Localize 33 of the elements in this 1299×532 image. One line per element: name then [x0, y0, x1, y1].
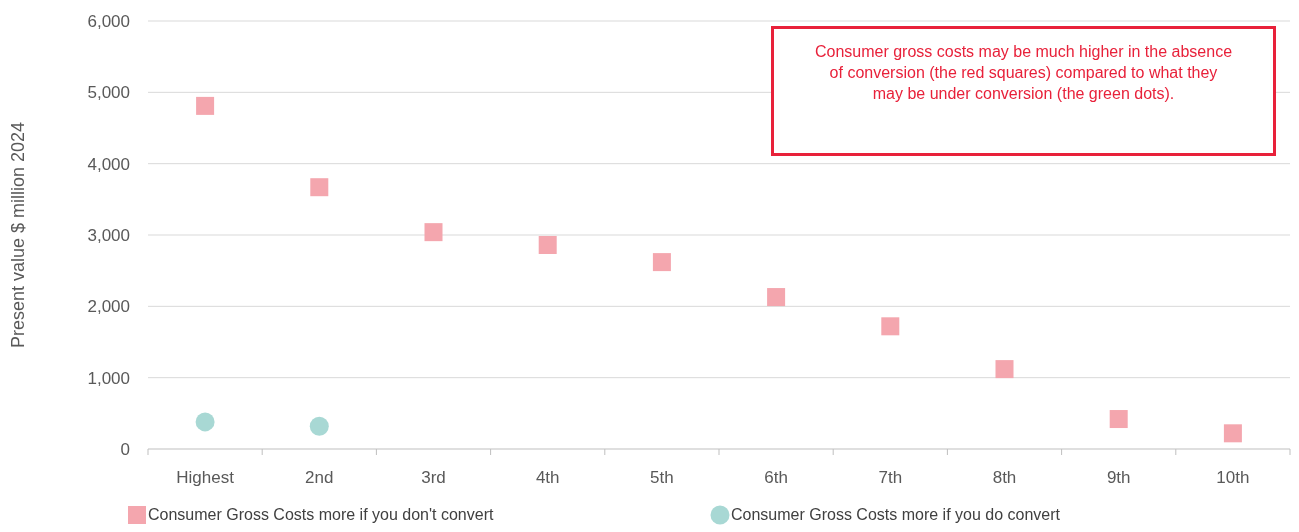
point — [424, 223, 443, 242]
point — [1223, 424, 1242, 443]
point — [538, 235, 557, 254]
y-tick-label: 1,000 — [87, 368, 130, 388]
y-tick-label: 5,000 — [87, 83, 130, 103]
point — [309, 416, 329, 436]
y-tick-label: 2,000 — [87, 297, 130, 317]
legend-label: Consumer Gross Costs more if you don't convert — [148, 506, 494, 523]
note-box: Consumer gross costs may be much higher in the absence of conversion (the red squares) compared to what they may be under conversion (the green dots). — [771, 26, 1276, 156]
legend-label: Consumer Gross Costs more if you do convert — [731, 506, 1061, 523]
y-tick-label: 4,000 — [87, 154, 130, 174]
x-tick-label: Highest — [176, 468, 235, 487]
point — [995, 360, 1014, 379]
x-tick-label: 2nd — [305, 468, 334, 487]
point — [652, 253, 671, 272]
point — [310, 178, 329, 197]
x-tick-label: 5th — [650, 468, 674, 487]
point — [767, 288, 786, 307]
x-tick-label: 8th — [992, 468, 1017, 487]
point — [1109, 410, 1128, 429]
y-axis-title: Present value $ million 2024 — [8, 121, 28, 349]
x-tick-label: 3rd — [421, 468, 446, 487]
point — [195, 412, 215, 432]
x-tick-label: 7th — [878, 468, 903, 487]
x-tick-label: 9th — [1106, 468, 1131, 487]
x-tick-label: 10th — [1216, 468, 1250, 487]
x-tick-label: 4th — [535, 468, 560, 487]
y-tick-label: 0 — [120, 439, 130, 459]
x-tick-label: 6th — [764, 468, 788, 487]
point — [196, 96, 215, 115]
y-tick-label: 3,000 — [87, 225, 130, 245]
point — [881, 317, 900, 336]
y-tick-label: 6,000 — [87, 11, 130, 31]
